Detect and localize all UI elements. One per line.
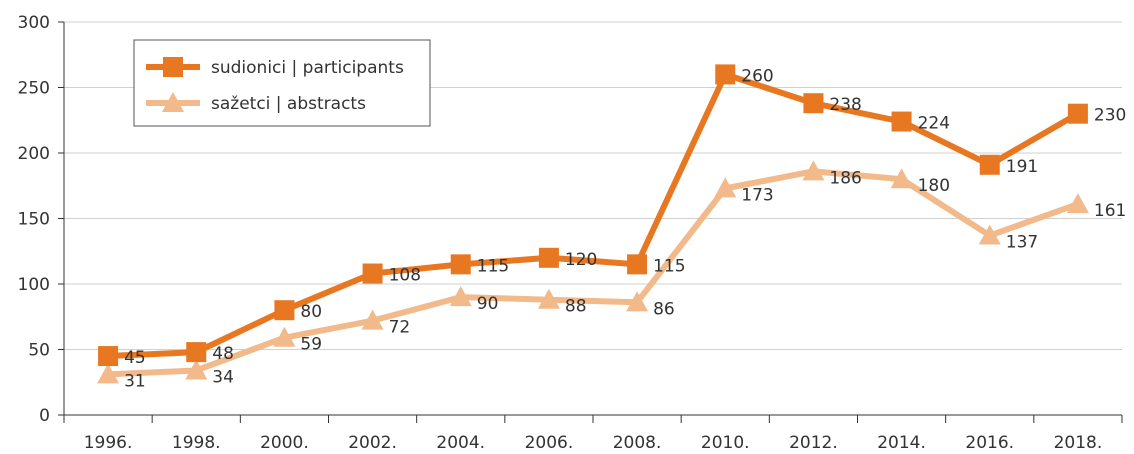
data-point-abstracts (626, 291, 649, 312)
data-point-participants (450, 254, 471, 275)
data-point-abstracts (273, 326, 296, 347)
data-point-abstracts (361, 309, 384, 330)
series-line-abstracts (105, 168, 1081, 378)
data-point-participants (98, 346, 119, 367)
series-line-participants (105, 71, 1081, 360)
data-label-abstracts: 137 (1006, 233, 1038, 253)
data-label-abstracts: 186 (829, 168, 861, 188)
data-point-abstracts (1066, 193, 1089, 214)
data-point-abstracts (449, 286, 472, 307)
data-point-abstracts (185, 359, 208, 380)
x-tick-label: 2002. (348, 433, 397, 453)
data-label-participants: 108 (389, 266, 421, 286)
data-point-participants (715, 64, 736, 85)
data-point-participants (891, 111, 912, 132)
data-point-abstracts (714, 177, 737, 198)
x-tick-label: 2008. (613, 433, 662, 453)
data-label-participants: 115 (653, 256, 685, 276)
x-tick-label: 2006. (525, 433, 574, 453)
data-point-abstracts (97, 363, 120, 384)
legend-marker-square-icon (163, 57, 183, 77)
data-label-abstracts: 59 (300, 335, 322, 355)
data-label-participants: 115 (477, 256, 509, 276)
x-tick-label: 2000. (260, 433, 309, 453)
data-label-participants: 48 (212, 344, 234, 364)
y-tick-label: 50 (28, 341, 50, 361)
legend-label-participants: sudionici | participants (211, 58, 404, 78)
data-label-abstracts: 72 (389, 318, 411, 338)
data-label-participants: 224 (918, 114, 950, 134)
data-label-abstracts: 88 (565, 297, 587, 317)
data-label-participants: 45 (124, 348, 146, 368)
data-label-participants: 80 (300, 302, 322, 322)
legend-label-abstracts: sažetci | abstracts (211, 94, 366, 114)
data-point-abstracts (537, 288, 560, 309)
data-label-participants: 230 (1094, 106, 1126, 126)
data-label-participants: 120 (565, 250, 597, 270)
data-point-participants (627, 254, 648, 275)
x-tick-label: 2012. (789, 433, 838, 453)
data-point-participants (979, 154, 1000, 175)
y-tick-label: 100 (18, 275, 50, 295)
data-point-participants (362, 263, 383, 284)
data-label-abstracts: 86 (653, 299, 675, 319)
legend-marker-triangle-icon (162, 92, 184, 112)
x-tick-label: 2016. (965, 433, 1014, 453)
data-label-participants: 260 (741, 66, 773, 86)
data-point-participants (803, 93, 824, 114)
x-tick-label: 2018. (1054, 433, 1103, 453)
data-label-abstracts: 31 (124, 371, 146, 391)
y-tick-label: 200 (18, 144, 50, 164)
y-tick-label: 0 (39, 406, 50, 426)
series-lines (105, 71, 1081, 378)
axes: 0 50 100 150 200 250 300 1996. 1998. 2000. 2002. 20… (18, 13, 1123, 453)
legend: sudionici | participants sažetci | abstr… (133, 39, 431, 127)
data-point-abstracts (890, 168, 913, 189)
x-tick-label: 1996. (84, 433, 133, 453)
data-point-participants (538, 247, 559, 268)
y-tick-label: 250 (18, 79, 50, 99)
y-tick-label: 300 (18, 13, 50, 33)
data-label-abstracts: 161 (1094, 201, 1126, 221)
data-point-participants (186, 342, 207, 363)
x-tick-label: 2010. (701, 433, 750, 453)
data-label-abstracts: 34 (212, 367, 234, 387)
data-point-participants (1067, 103, 1088, 124)
series-markers (97, 64, 1089, 384)
data-label-participants: 238 (829, 95, 861, 115)
data-labels: 31 34 59 72 90 88 86 173 186 180 137 161 45 48 80 108 11… (124, 66, 1126, 391)
x-tick-label: 2014. (877, 433, 926, 453)
x-tick-label: 1998. (172, 433, 221, 453)
x-tick-label: 2004. (436, 433, 485, 453)
data-point-abstracts (978, 224, 1001, 245)
data-point-participants (274, 300, 295, 321)
data-point-abstracts (802, 160, 825, 181)
data-label-abstracts: 90 (477, 294, 499, 314)
data-label-abstracts: 173 (741, 185, 773, 205)
data-label-abstracts: 180 (918, 176, 950, 196)
data-label-participants: 191 (1006, 157, 1038, 177)
y-tick-label: 150 (18, 210, 50, 230)
